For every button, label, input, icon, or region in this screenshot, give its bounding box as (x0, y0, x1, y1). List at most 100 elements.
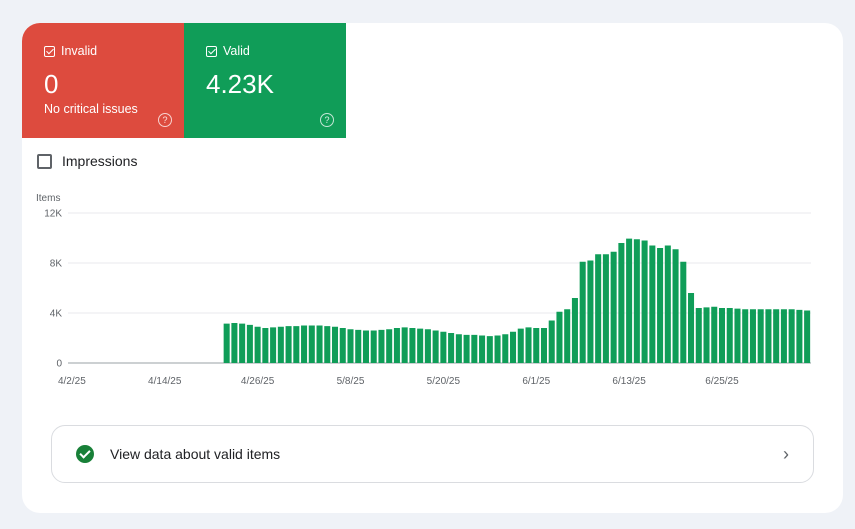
chart-bar[interactable] (641, 240, 648, 364)
chart-bar[interactable] (788, 309, 795, 363)
chart-bar[interactable] (664, 245, 671, 364)
chart-bar[interactable] (672, 249, 679, 363)
chart-bar[interactable] (301, 325, 308, 364)
checkbox-checked-icon[interactable] (206, 45, 217, 57)
chart-bar[interactable] (347, 329, 354, 363)
chart-bar[interactable] (386, 329, 393, 363)
chart-bar[interactable] (277, 326, 284, 363)
chart-bar[interactable] (533, 328, 540, 363)
items-bar-chart: Items 0 4K 8K 12K 4/2/25 4/14/25 4/26/25 5/8/25 5… (36, 193, 811, 387)
chart-bar[interactable] (424, 329, 431, 363)
chart-bar[interactable] (223, 323, 230, 363)
chart-bar[interactable] (780, 309, 787, 363)
chart-bar[interactable] (393, 328, 400, 363)
chart-bar[interactable] (285, 326, 292, 363)
chart-bar[interactable] (571, 298, 578, 363)
view-valid-items-button[interactable]: View data about valid items › (51, 425, 814, 483)
chart-bar[interactable] (734, 308, 741, 363)
chart-bar[interactable] (548, 320, 555, 364)
chart-bar[interactable] (432, 330, 439, 364)
status-card: Invalid 0 No critical issues ? Valid 4.2… (22, 23, 843, 513)
chart-bar[interactable] (688, 293, 695, 363)
chart-bar[interactable] (556, 311, 563, 363)
chart-bar[interactable] (510, 331, 517, 363)
chart-bar[interactable] (765, 309, 772, 363)
chart-bar[interactable] (718, 308, 726, 363)
valid-count: 4.23K (206, 69, 274, 99)
chart-bar[interactable] (370, 330, 377, 364)
chart-bar[interactable] (254, 326, 261, 363)
chart-bar[interactable] (355, 329, 362, 363)
chart-bar[interactable] (339, 328, 346, 363)
impressions-label: Impressions (62, 153, 138, 169)
chart-bar[interactable] (362, 330, 369, 364)
check-circle-icon (76, 445, 94, 463)
chart-bar[interactable] (804, 310, 811, 364)
chart-bar[interactable] (517, 328, 524, 363)
chart-bar[interactable] (757, 309, 764, 363)
chart-bar[interactable] (231, 323, 238, 363)
chart-bar[interactable] (602, 254, 609, 363)
checkbox-checked-icon[interactable] (44, 45, 55, 57)
chart-bar[interactable] (448, 333, 455, 363)
chart-bar[interactable] (486, 336, 493, 363)
y-tick-label: 8K (50, 259, 63, 270)
help-icon[interactable]: ? (320, 113, 334, 127)
invalid-header[interactable]: Invalid (44, 44, 97, 58)
x-tick-label: 4/14/25 (148, 376, 182, 387)
chart-bar[interactable] (749, 309, 756, 363)
chart-bar[interactable] (246, 324, 253, 363)
x-tick-label: 4/26/25 (241, 376, 275, 387)
chart-bar[interactable] (742, 309, 749, 363)
chart-bar[interactable] (595, 254, 602, 363)
x-tick-label: 6/1/25 (522, 376, 550, 387)
chart-bar[interactable] (324, 326, 331, 363)
chart-bar[interactable] (409, 328, 416, 363)
invalid-tile[interactable]: Invalid 0 No critical issues ? (22, 23, 184, 138)
chart-bar[interactable] (726, 308, 733, 363)
chart-bar[interactable] (440, 331, 447, 363)
chart-bar[interactable] (633, 239, 640, 363)
chart-bar[interactable] (270, 327, 277, 363)
chart-bar[interactable] (695, 308, 702, 363)
chart-bar[interactable] (626, 238, 633, 363)
x-tick-label: 4/2/25 (58, 376, 86, 387)
chart-bar[interactable] (564, 309, 571, 363)
chart-bar[interactable] (479, 335, 486, 364)
chart-bar[interactable] (502, 334, 509, 363)
chart-bar[interactable] (657, 248, 664, 363)
chart-bar[interactable] (703, 307, 710, 363)
valid-tile[interactable]: Valid 4.23K ? (184, 23, 346, 138)
chart-bar[interactable] (540, 328, 548, 363)
checkbox-unchecked-icon[interactable] (37, 153, 52, 169)
chart-bar[interactable] (239, 323, 246, 363)
chart-bar[interactable] (308, 325, 315, 364)
chart-bar[interactable] (525, 327, 532, 363)
chart-bar[interactable] (262, 328, 269, 363)
chart-bar[interactable] (293, 326, 300, 363)
chart-bar[interactable] (618, 243, 625, 363)
chart-bar[interactable] (649, 245, 656, 364)
chart-bar[interactable] (378, 329, 385, 363)
y-tick-label: 12K (44, 209, 62, 220)
invalid-count: 0 (44, 69, 59, 99)
chart-bar[interactable] (331, 326, 339, 363)
chart-bar[interactable] (401, 327, 408, 363)
help-icon[interactable]: ? (158, 113, 172, 127)
x-tick-label: 6/25/25 (705, 376, 739, 387)
chart-bar[interactable] (773, 309, 780, 363)
chart-bar[interactable] (796, 309, 803, 363)
impressions-toggle[interactable]: Impressions (37, 153, 137, 169)
chart-bar[interactable] (316, 325, 323, 364)
chart-bar[interactable] (610, 251, 617, 363)
chart-bar[interactable] (455, 334, 462, 363)
chart-bar[interactable] (494, 335, 501, 364)
chart-bar[interactable] (680, 261, 687, 363)
chart-bar[interactable] (463, 334, 470, 363)
chart-bar[interactable] (579, 261, 586, 363)
valid-header[interactable]: Valid (206, 44, 250, 58)
chart-bar[interactable] (711, 306, 718, 363)
chart-bar[interactable] (417, 328, 424, 363)
chart-bar[interactable] (471, 334, 478, 363)
chart-bar[interactable] (587, 260, 594, 364)
